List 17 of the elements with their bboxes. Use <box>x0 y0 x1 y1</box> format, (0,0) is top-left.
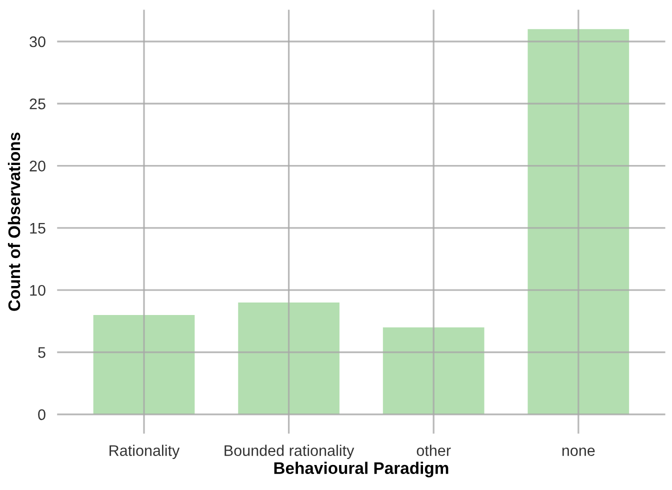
x-tick-label: other <box>416 444 451 456</box>
y-tick-label: 20 <box>30 160 46 172</box>
x-tick-label: none <box>562 448 595 456</box>
y-tick-label: 30 <box>30 36 46 48</box>
x-tick-label: Rationality <box>110 444 180 460</box>
bar <box>528 29 630 414</box>
x-tick-label: Bounded rationality <box>224 444 354 460</box>
y-tick-label: 25 <box>30 98 46 110</box>
x-axis-title: Behavioural Paradigm <box>274 462 448 478</box>
y-tick-label: 5 <box>38 347 46 358</box>
bar <box>382 327 484 414</box>
y-tick-label: 15 <box>30 222 46 234</box>
y-tick-label: 10 <box>30 284 46 296</box>
y-axis-title: Count of Observations <box>8 132 20 311</box>
y-tick-label: 0 <box>38 409 46 420</box>
bar <box>93 314 195 414</box>
bar <box>238 302 340 414</box>
